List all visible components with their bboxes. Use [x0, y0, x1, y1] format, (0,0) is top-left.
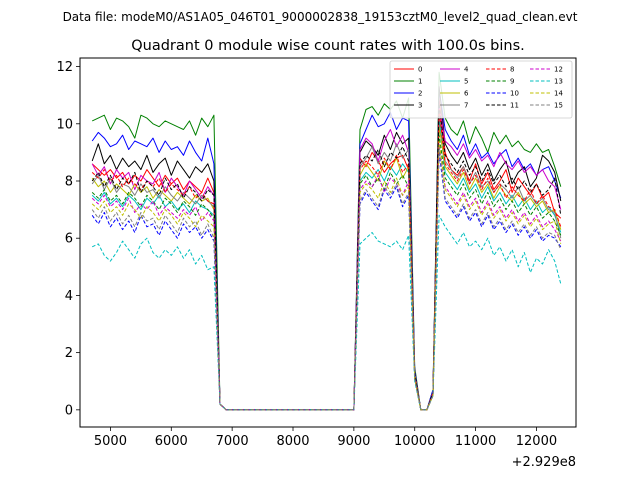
plot-background [80, 58, 576, 427]
plot-area: 5000 6000 7000 8000 9000 10000 11000 12000 0 2 4 6 8… [56, 57, 577, 470]
x-tick-label: 9000 [337, 434, 370, 449]
y-tick-label: 2 [65, 346, 73, 361]
legend-label-2: 2 [418, 90, 422, 98]
series-layer [91, 71, 562, 411]
legend-label-3: 3 [418, 102, 422, 110]
legend-label-10: 10 [510, 90, 519, 98]
ticks-layer: 5000 6000 7000 8000 9000 10000 11000 12000 0 2 4 6 8… [56, 60, 557, 449]
x-offset-label: +2.929e8 [512, 455, 576, 470]
legend-label-13: 13 [554, 78, 563, 86]
series-line-14 [91, 140, 562, 411]
chart-title: Quadrant 0 module wise count rates with … [131, 38, 525, 54]
legend-label-15: 15 [554, 102, 563, 110]
legend-box [389, 60, 573, 119]
x-tick-label: 7000 [216, 434, 249, 449]
x-tick-label: 8000 [276, 434, 309, 449]
legend-label-5: 5 [464, 78, 468, 86]
y-tick-label: 0 [65, 403, 73, 418]
y-tick-label: 8 [65, 175, 73, 190]
plot-frame [79, 57, 577, 428]
legend-label-11: 11 [510, 102, 519, 110]
legend-label-12: 12 [554, 66, 563, 74]
y-tick-label: 4 [65, 289, 73, 304]
x-tick-label: 11000 [455, 434, 496, 449]
series-line-10 [91, 151, 562, 411]
legend-label-7: 7 [464, 102, 468, 110]
y-tick-label: 10 [56, 117, 73, 132]
series-line-9 [91, 134, 562, 411]
series-line-12 [91, 143, 562, 411]
x-tick-label: 10000 [394, 434, 435, 449]
series-line-8 [91, 109, 562, 411]
series-line-15 [91, 146, 562, 411]
series-line-13 [91, 214, 562, 411]
x-tick-label: 6000 [155, 434, 188, 449]
legend-label-8: 8 [510, 66, 514, 74]
x-tick-label: 5000 [94, 434, 127, 449]
legend-label-9: 9 [510, 78, 514, 86]
y-tick-label: 12 [56, 60, 73, 75]
y-tick-label: 6 [65, 232, 73, 247]
suptitle: Data file: modeM0/AS1A05_046T01_90000028… [63, 10, 578, 24]
legend-label-1: 1 [418, 78, 422, 86]
legend-label-14: 14 [554, 90, 563, 98]
legend-label-6: 6 [464, 90, 469, 98]
legend-label-4: 4 [464, 66, 469, 74]
x-tick-label: 12000 [516, 434, 557, 449]
legend-label-0: 0 [418, 66, 422, 74]
